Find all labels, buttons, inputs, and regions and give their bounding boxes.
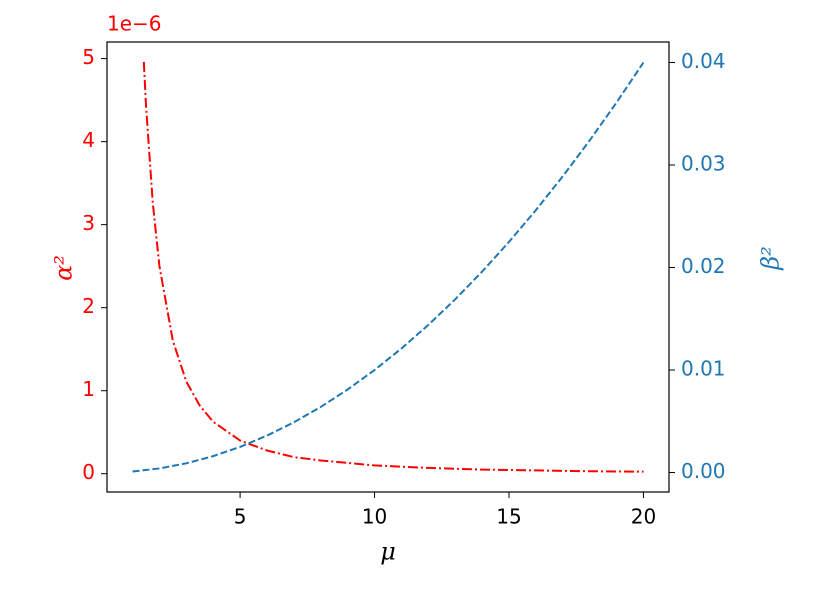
y2-tick-label: 0.00 [681, 459, 726, 483]
x-tick-label: 5 [234, 505, 247, 529]
y2-tick-label: 0.01 [681, 357, 726, 381]
y2-axis-label: β² [757, 246, 785, 271]
x-tick-label: 20 [631, 505, 656, 529]
y-tick-label: 1 [82, 377, 95, 401]
y-axis-label: α² [50, 255, 78, 281]
y-tick-label: 2 [82, 294, 95, 318]
plot-frame [106, 41, 670, 493]
y-tick-label: 4 [82, 128, 95, 152]
y-tick-label: 5 [82, 45, 95, 69]
y-offset-text: 1e−6 [107, 12, 162, 36]
x-tick-label: 15 [496, 505, 521, 529]
y-tick-label: 3 [82, 211, 95, 235]
y-tick-label: 0 [82, 460, 95, 484]
y2-tick-label: 0.03 [681, 152, 726, 176]
y2-tick-label: 0.02 [681, 254, 726, 278]
y2-tick-label: 0.04 [681, 49, 726, 73]
x-axis-label: μ [380, 538, 396, 566]
data-line [132, 61, 645, 473]
data-line [142, 61, 644, 473]
x-tick-label: 10 [362, 505, 387, 529]
